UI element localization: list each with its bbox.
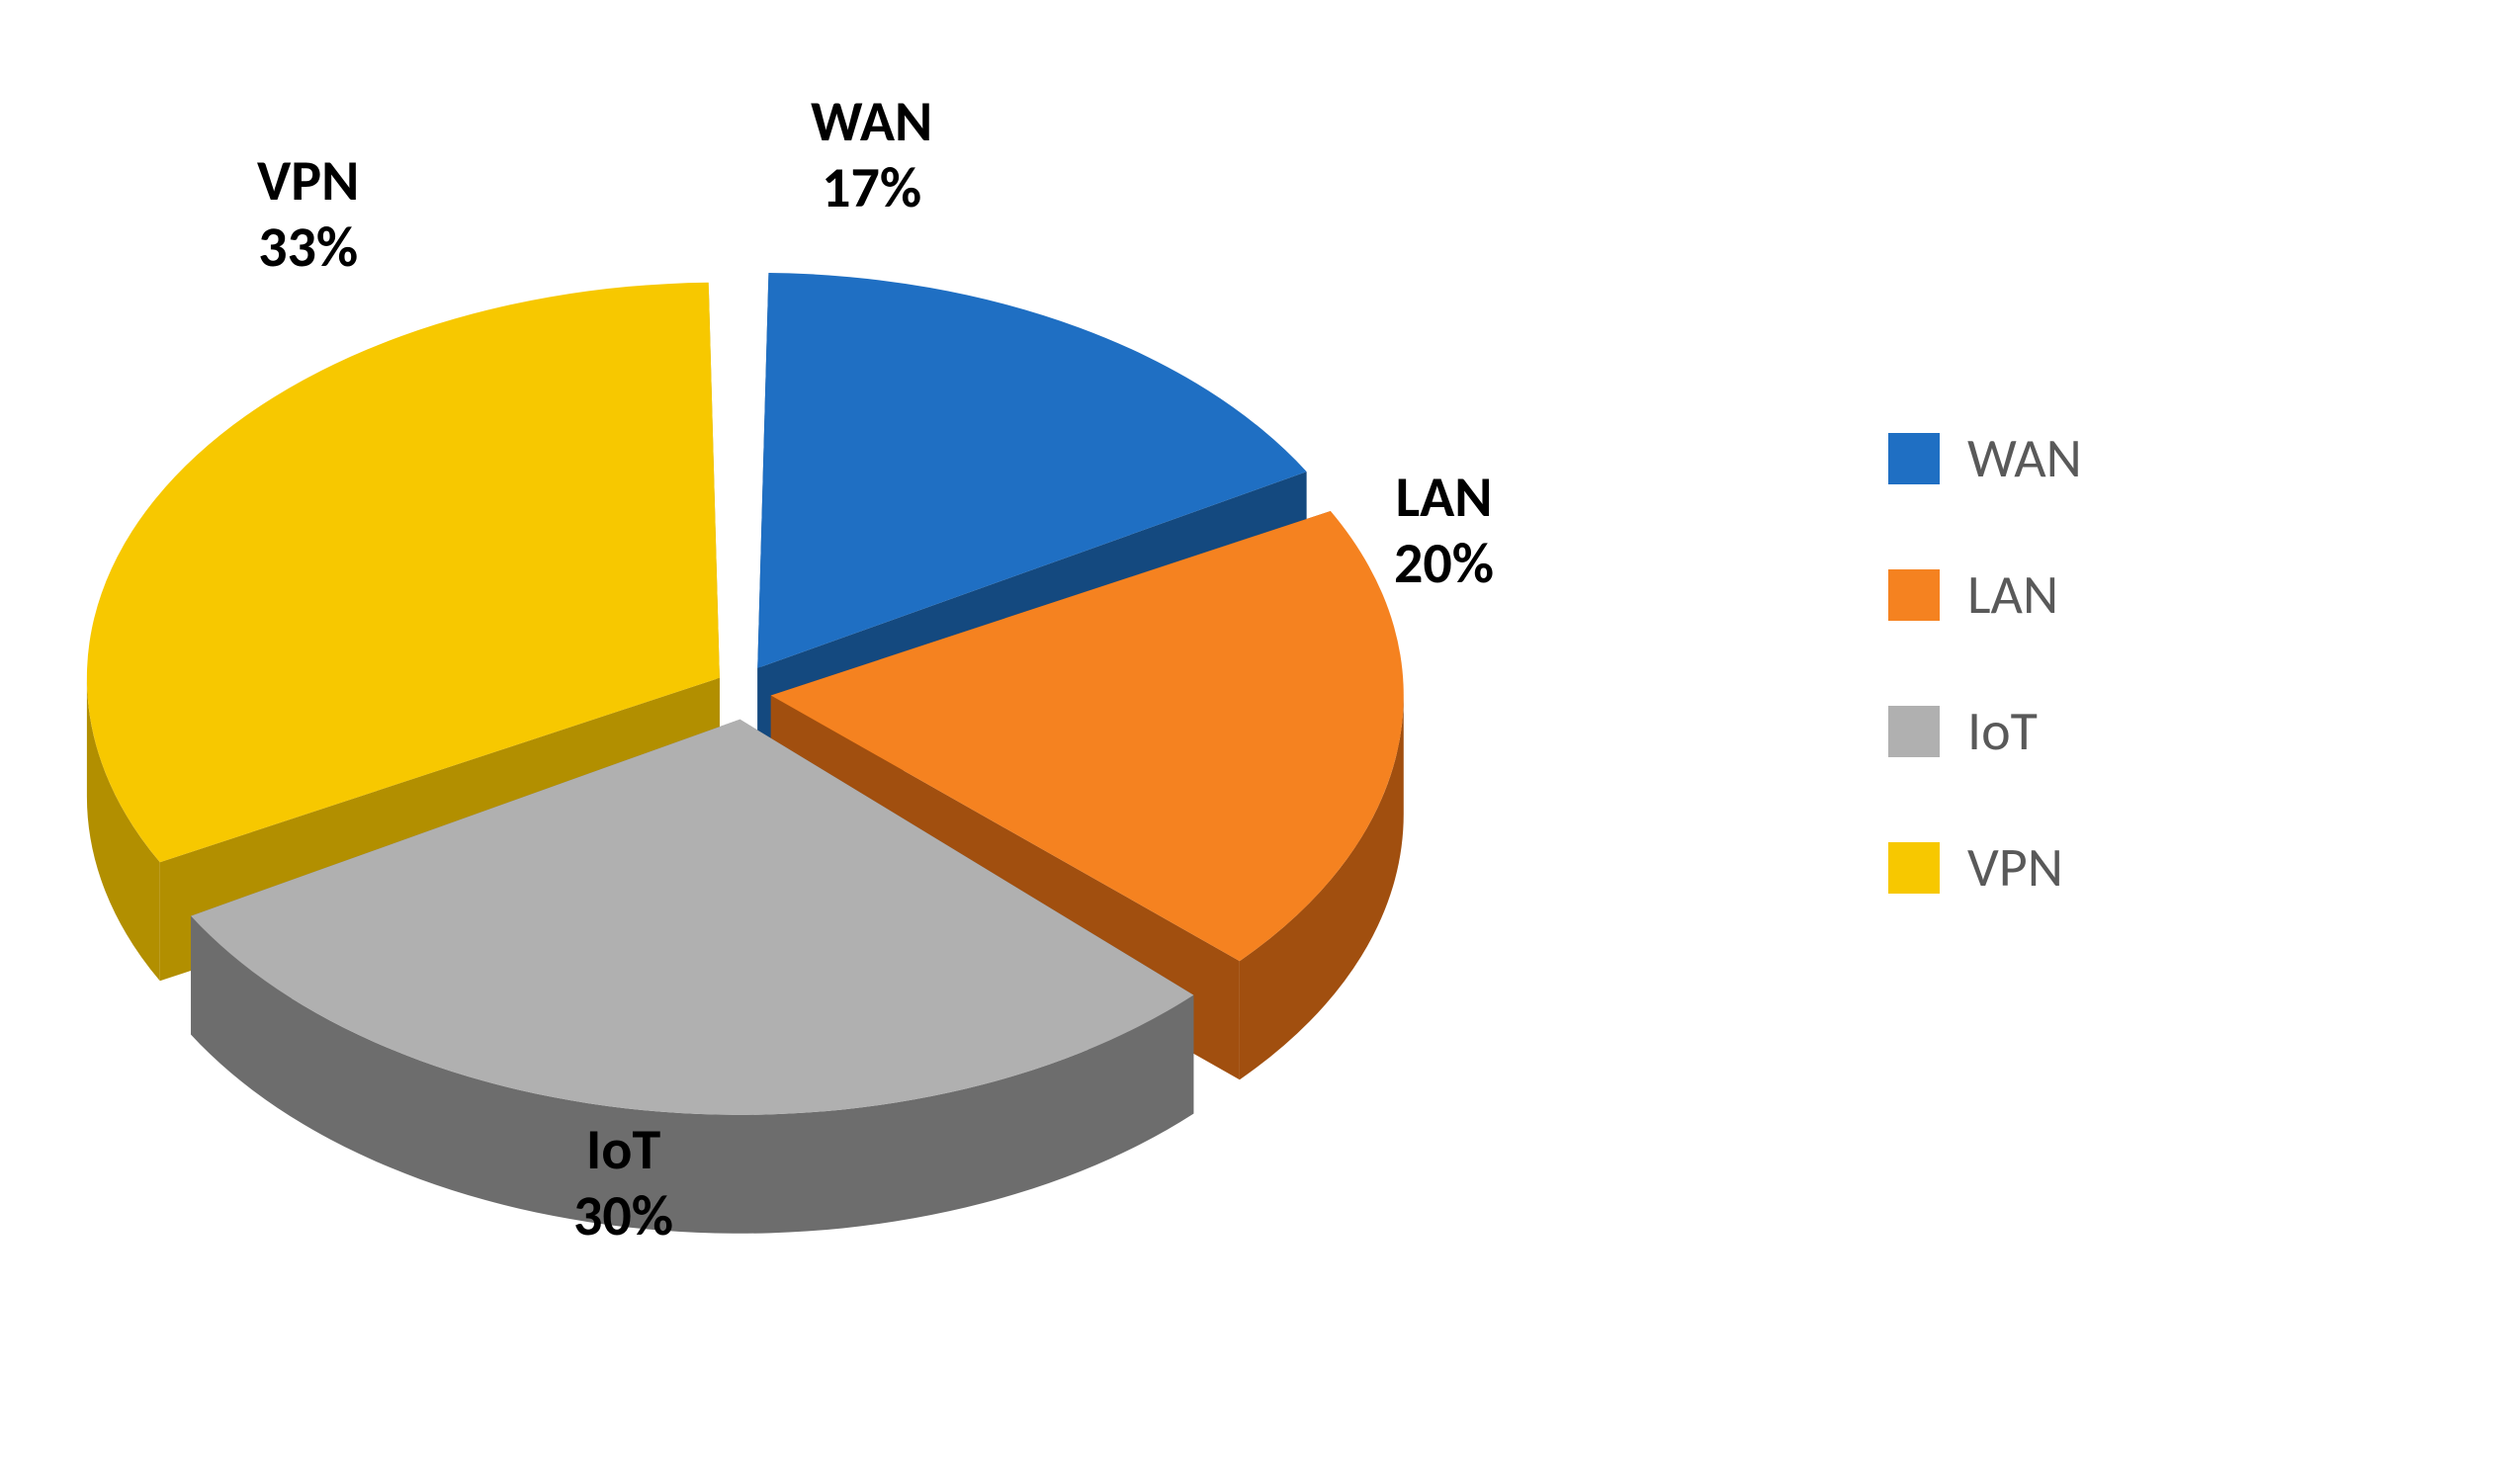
slice-name: VPN [257,145,359,215]
legend-label: VPN [1967,834,2063,902]
slice-name: IoT [586,1114,660,1184]
slice-label-iot: IoT 30% [573,1117,673,1248]
legend-item-wan: WAN [1888,425,2082,492]
legend-swatch [1888,706,1940,757]
legend-label: WAN [1967,425,2082,492]
legend-swatch [1888,433,1940,484]
slice-label-lan: LAN 20% [1394,465,1494,596]
slice-percent: 33% [258,212,358,282]
slice-percent: 30% [573,1180,673,1250]
legend-label: LAN [1967,561,2058,629]
legend-item-vpn: VPN [1888,834,2082,902]
slice-percent: 17% [822,152,921,222]
legend-swatch [1888,569,1940,621]
slice-percent: 20% [1394,528,1494,598]
pie-chart [0,0,2520,1463]
legend-label: IoT [1967,698,2038,765]
slice-label-vpn: VPN 33% [257,148,359,280]
slice-label-wan: WAN 17% [811,89,932,220]
legend-item-lan: LAN [1888,561,2082,629]
slice-name: LAN [1396,462,1493,532]
slice-name: WAN [811,86,932,156]
legend-swatch [1888,842,1940,894]
legend: WAN LAN IoT VPN [1888,425,2082,902]
legend-item-iot: IoT [1888,698,2082,765]
chart-stage: WAN 17% LAN 20% IoT 30% VPN 33% WAN LAN … [0,0,2520,1463]
